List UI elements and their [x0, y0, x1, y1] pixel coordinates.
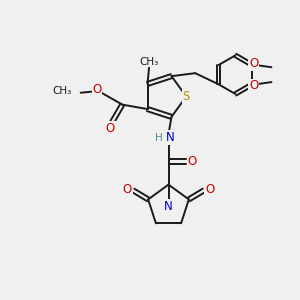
Text: N: N — [166, 131, 174, 144]
Text: O: O — [249, 79, 258, 92]
Text: O: O — [205, 182, 214, 196]
Text: O: O — [92, 83, 102, 96]
Text: O: O — [249, 57, 258, 70]
Text: CH₃: CH₃ — [52, 86, 72, 96]
Text: O: O — [188, 155, 197, 168]
Text: S: S — [183, 90, 190, 103]
Text: H: H — [155, 133, 163, 143]
Text: N: N — [164, 200, 173, 212]
Text: O: O — [106, 122, 115, 135]
Text: O: O — [123, 182, 132, 196]
Text: CH₃: CH₃ — [140, 57, 159, 67]
